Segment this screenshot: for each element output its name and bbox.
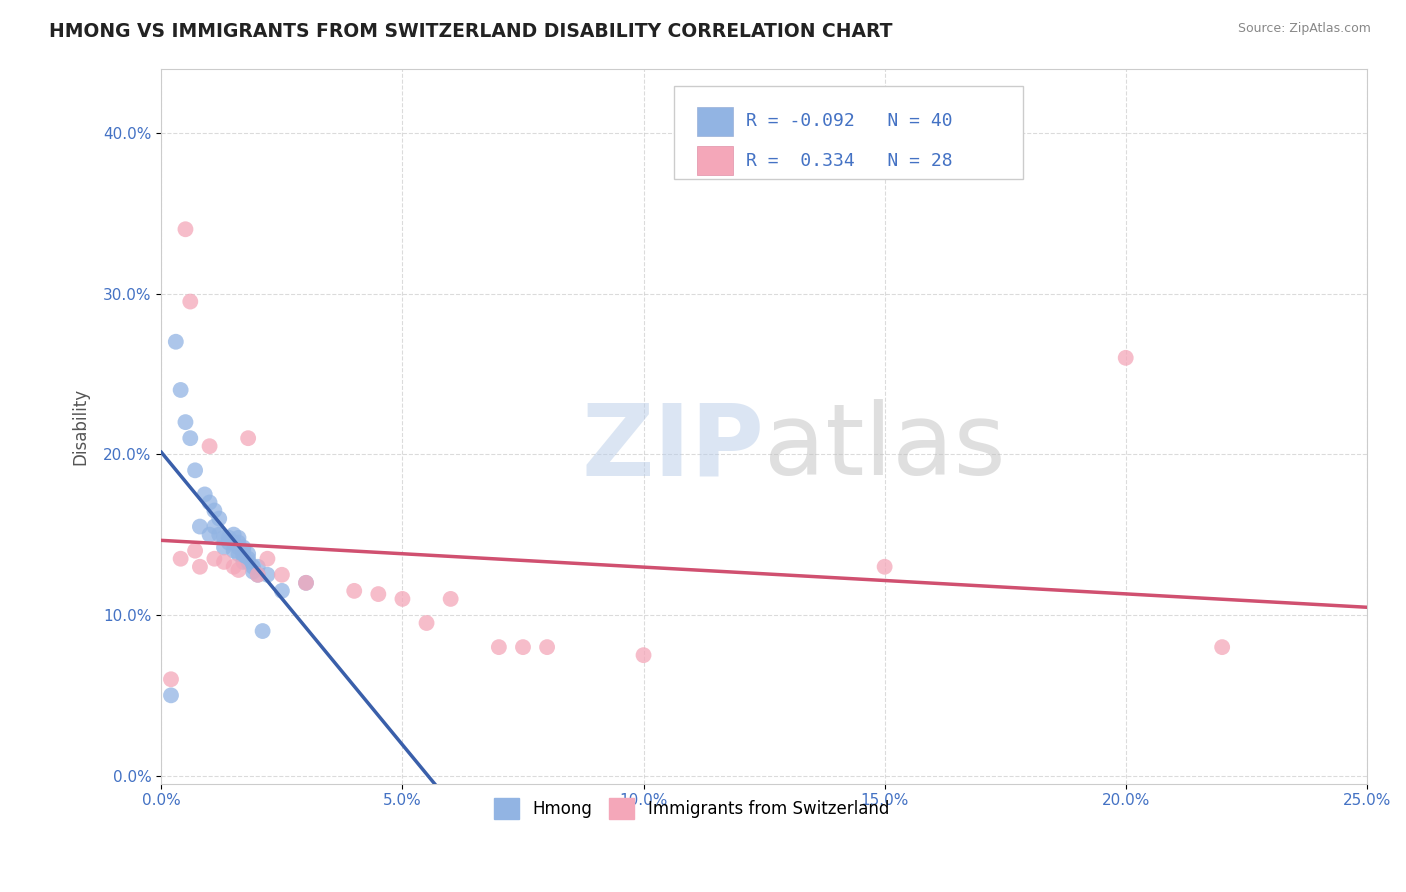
Point [295,575,318,590]
Point [222,527,245,541]
Point [228,541,250,555]
Point [184,463,207,477]
Point [270,567,292,582]
Point [208,511,231,525]
Point [169,383,191,397]
Point [202,519,225,533]
Point [1211,640,1233,654]
Point [295,575,318,590]
Point [198,439,221,453]
Point [270,583,292,598]
Point [194,487,217,501]
Point [252,624,274,638]
Text: Source: ZipAtlas.com: Source: ZipAtlas.com [1237,22,1371,36]
Point [228,563,250,577]
Point [188,519,211,533]
Point [343,583,366,598]
Point [232,543,254,558]
Point [246,567,269,582]
Point [246,567,269,582]
Point [367,587,389,601]
Y-axis label: Disability: Disability [72,387,89,465]
Point [165,334,187,349]
Point [222,535,245,549]
Point [179,431,201,445]
Point [202,503,225,517]
Text: ZIP: ZIP [581,399,763,496]
Point [873,559,896,574]
Point [198,527,221,541]
Point [228,535,250,549]
Point [440,591,463,606]
Point [242,565,264,579]
FancyBboxPatch shape [696,146,733,175]
Point [512,640,534,654]
Point [236,555,259,569]
Point [256,551,278,566]
FancyBboxPatch shape [673,87,1024,179]
Point [232,541,254,555]
Point [212,541,235,555]
Point [222,559,245,574]
Point [232,555,254,569]
Point [488,640,510,654]
Point [184,543,207,558]
Point [208,527,231,541]
Point [218,531,240,545]
Point [179,294,201,309]
Point [222,543,245,558]
Point [188,559,211,574]
Text: R =  0.334   N = 28: R = 0.334 N = 28 [747,152,953,169]
Point [174,415,197,429]
Point [160,673,183,687]
Point [415,615,437,630]
FancyBboxPatch shape [696,107,733,136]
Point [236,547,259,561]
Text: HMONG VS IMMIGRANTS FROM SWITZERLAND DISABILITY CORRELATION CHART: HMONG VS IMMIGRANTS FROM SWITZERLAND DIS… [49,22,893,41]
Text: atlas: atlas [763,399,1005,496]
Point [174,222,197,236]
Point [202,551,225,566]
Point [169,551,191,566]
Point [212,531,235,545]
Point [1115,351,1137,365]
Point [212,555,235,569]
Point [242,559,264,574]
Point [232,549,254,563]
Point [228,547,250,561]
Point [246,559,269,574]
Point [236,551,259,566]
Legend: Hmong, Immigrants from Switzerland: Hmong, Immigrants from Switzerland [488,792,896,825]
Point [160,689,183,703]
Point [228,531,250,545]
Point [198,495,221,509]
Point [218,535,240,549]
Point [536,640,558,654]
Point [391,591,413,606]
Point [633,648,655,662]
Text: R = -0.092   N = 40: R = -0.092 N = 40 [747,112,953,130]
Point [256,567,278,582]
Point [236,431,259,445]
